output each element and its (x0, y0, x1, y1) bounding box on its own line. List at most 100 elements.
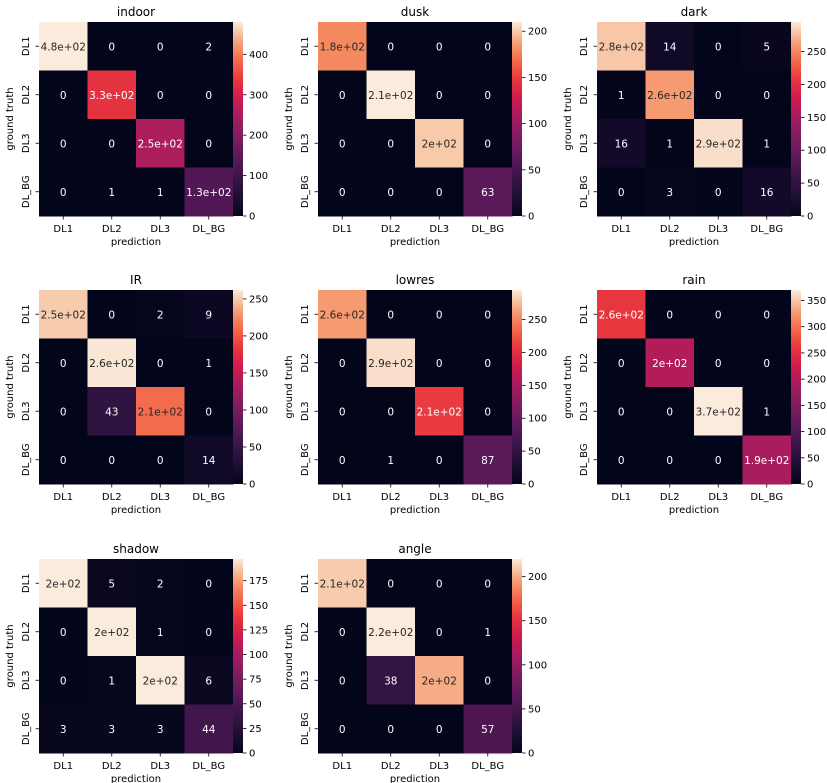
cell-label: 14 (663, 41, 677, 53)
x-axis-label: prediction (390, 237, 440, 248)
y-tick-label: DL1 (300, 573, 311, 593)
cell-label: 1 (763, 406, 770, 418)
heatmap-cell (184, 338, 234, 388)
colorbar-tick-label: 50 (528, 165, 541, 176)
colorbar-tick-label: 200 (528, 572, 547, 583)
heatmap-cell (366, 290, 416, 339)
heatmap-cell (184, 607, 234, 657)
heatmap-cell (694, 387, 743, 436)
colorbar-tick-label: 50 (807, 453, 820, 464)
heatmap-cell (463, 435, 513, 485)
heatmap-cell (597, 290, 646, 339)
heatmap-cell (597, 387, 646, 436)
colorbar-tick-label: 150 (528, 381, 547, 392)
heatmap-cell (415, 338, 464, 388)
x-axis-label: prediction (669, 505, 719, 516)
cell-label: 2e+02 (652, 358, 687, 370)
cell-label: 0 (108, 138, 115, 150)
heatmap-cell (415, 704, 464, 754)
colorbar (233, 22, 243, 216)
cell-label: 0 (205, 90, 212, 102)
heatmap-cell (463, 167, 513, 217)
x-tick-label: DL2 (102, 492, 122, 503)
cell-label: 0 (666, 309, 673, 321)
heatmap-cell (39, 338, 88, 388)
cell-label: 0 (763, 90, 770, 102)
cell-label: 0 (60, 90, 67, 102)
cell-label: 1 (157, 627, 164, 639)
heatmap-cell (136, 607, 185, 657)
colorbar-tick-label: 175 (249, 576, 268, 587)
colorbar-tick-label: 150 (807, 113, 826, 124)
cell-label: 1.8e+02 (320, 41, 365, 53)
x-tick-label: DL3 (429, 224, 449, 235)
x-tick-label: DL1 (611, 492, 631, 503)
cell-label: 0 (715, 309, 722, 321)
heatmap-cell (366, 167, 416, 217)
heatmap-cell (463, 607, 513, 657)
heatmap-cell (645, 119, 695, 168)
heatmap-cell (184, 167, 234, 217)
cell-label: 0 (60, 675, 67, 687)
heatmap-cell (87, 559, 137, 608)
cell-label: 1 (666, 138, 673, 150)
colorbar (233, 290, 243, 484)
colorbar (233, 559, 243, 753)
heatmap-cell (136, 119, 185, 168)
cell-label: 0 (157, 455, 164, 467)
heatmap-cell (463, 704, 513, 754)
cell-label: 0 (339, 90, 346, 102)
cell-label: 0 (618, 187, 625, 199)
heatmap-cell (694, 290, 743, 339)
cell-label: 0 (157, 90, 164, 102)
x-tick-label: DL_BG (750, 224, 783, 235)
y-tick-label: DL1 (21, 573, 32, 593)
cell-label: 0 (387, 309, 394, 321)
cell-label: 0 (666, 455, 673, 467)
cell-label: 1 (618, 90, 625, 102)
heatmap-cell (694, 435, 743, 485)
cell-label: 1 (108, 187, 115, 199)
y-axis-label: ground truth (284, 624, 295, 687)
chart-title: shadow (113, 542, 159, 556)
heatmap-cell (136, 70, 185, 120)
y-tick-label: DL_BG (300, 175, 311, 208)
cell-label: 2e+02 (422, 138, 457, 150)
cell-label: 0 (339, 455, 346, 467)
cell-label: 0 (60, 455, 67, 467)
heatmap-cell (87, 607, 137, 657)
heatmap-panel-dusk: dusk 1.8e+02 0 0 0 0 2.1e+02 0 0 0 0 2e+02 0 0 0 0 63 DL1… (284, 5, 547, 248)
heatmap-cell (39, 22, 88, 71)
cell-label: 0 (339, 138, 346, 150)
cell-label: 0 (484, 309, 491, 321)
cell-label: 2.1e+02 (368, 90, 413, 102)
y-tick-label: DL2 (300, 85, 311, 105)
cell-label: 43 (105, 406, 118, 418)
x-tick-label: DL_BG (471, 761, 504, 772)
cell-label: 2 (157, 578, 164, 590)
colorbar-tick-label: 25 (249, 724, 262, 735)
cell-label: 0 (715, 358, 722, 370)
heatmap-cell (597, 119, 646, 168)
colorbar-tick-label: 0 (807, 212, 813, 223)
y-axis-label: ground truth (563, 355, 574, 418)
heatmap-cell (463, 656, 513, 705)
cell-label: 2.1e+02 (138, 406, 183, 418)
x-tick-label: DL3 (150, 761, 170, 772)
cell-label: 0 (60, 138, 67, 150)
cell-label: 1 (157, 187, 164, 199)
y-tick-label: DL_BG (579, 443, 590, 476)
heatmap-cell (366, 387, 416, 436)
heatmap-cell (366, 607, 416, 657)
heatmap-cell (597, 338, 646, 388)
heatmap-cell (463, 70, 513, 120)
chart-title: dark (681, 5, 708, 19)
heatmap-cell (463, 290, 513, 339)
heatmap-cell (87, 387, 137, 436)
heatmap-cell (136, 290, 185, 339)
cell-label: 0 (436, 724, 443, 736)
colorbar-tick-label: 350 (807, 296, 826, 307)
colorbar (791, 22, 801, 216)
colorbar-tick-label: 125 (249, 625, 268, 636)
cell-label: 2.5e+02 (138, 138, 183, 150)
